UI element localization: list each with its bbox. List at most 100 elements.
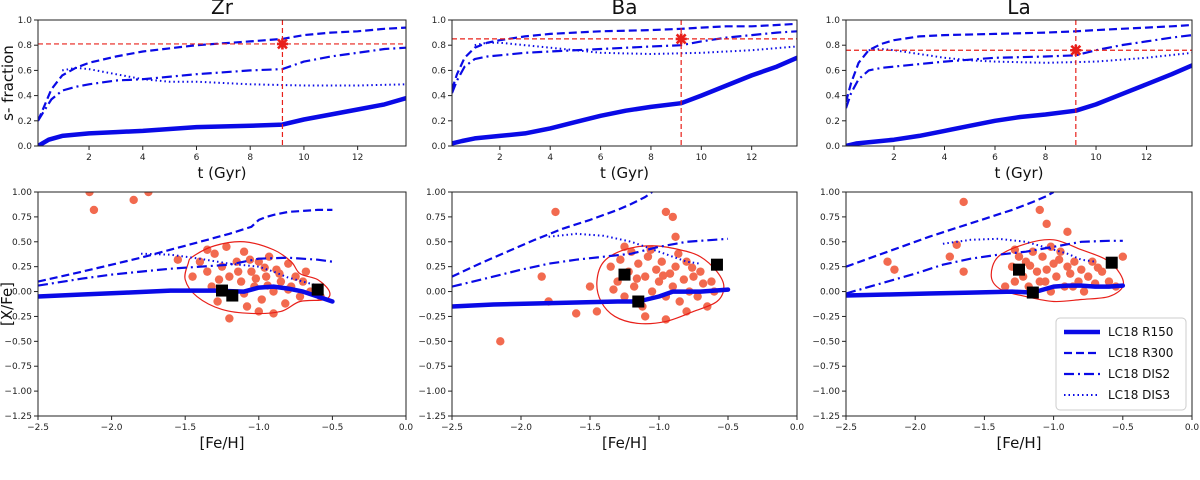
legend-label: LC18 DIS3: [1108, 388, 1170, 402]
x-tick-label: −1.0: [1043, 423, 1065, 433]
highlight-square: [311, 283, 324, 296]
x-tick-label: 0.0: [1185, 423, 1200, 433]
observation-point: [632, 274, 642, 283]
observation-point: [657, 257, 666, 266]
observation-point: [1118, 252, 1128, 261]
observation-point: [213, 297, 222, 306]
observation-point: [592, 307, 602, 316]
observation-point: [661, 207, 671, 217]
y-tick-label: −0.25: [4, 312, 32, 322]
observation-point: [257, 295, 266, 304]
series-lc18-dis3: [62, 66, 406, 87]
y-tick-label: 1.0: [18, 16, 33, 26]
observation-point: [236, 277, 246, 286]
sfraction-panel-la: La 2 4 6 8 10 12 0.0 0.2 0.4 0.6 0.8 1.0 t (Gyr): [826, 0, 1193, 182]
observation-point: [1010, 245, 1020, 254]
observation-point: [1084, 272, 1093, 281]
x-axis-label: t (Gyr): [994, 164, 1043, 182]
y-tick-label: 0.75: [820, 213, 840, 223]
x-tick-label: 8: [648, 153, 654, 163]
observation-point: [233, 267, 243, 276]
observation-point: [85, 192, 94, 197]
series-lc18-dis2: [452, 30, 797, 94]
highlight-square: [618, 268, 631, 281]
highlight-square: [1105, 256, 1118, 269]
observation-point: [496, 337, 505, 346]
density-contour: [596, 245, 725, 325]
observation-point: [572, 309, 581, 318]
observation-point: [1042, 265, 1051, 274]
y-tick-label: 0.50: [820, 238, 840, 248]
observation-point: [952, 240, 961, 249]
x-tick-label: −1.0: [648, 423, 670, 433]
y-tick-label: 0.25: [426, 263, 446, 273]
y-tick-label: 0.6: [18, 66, 33, 76]
observation-point: [959, 197, 968, 207]
observation-point: [682, 257, 691, 266]
x-tick-label: 6: [194, 153, 200, 163]
y-tick-label: −0.50: [418, 337, 446, 347]
y-tick-label: 0.4: [18, 92, 33, 102]
x-axis-label: t (Gyr): [600, 164, 649, 182]
observation-point: [144, 192, 153, 197]
observation-point: [1054, 255, 1064, 264]
highlight-square: [710, 258, 723, 271]
x-tick-label: 10: [696, 153, 708, 163]
x-tick-label: 12: [352, 153, 363, 163]
observation-point: [671, 262, 680, 271]
x-tick-label: 4: [547, 153, 553, 163]
y-tick-label: −0.25: [812, 312, 840, 322]
x-tick-label: 4: [942, 153, 948, 163]
x-tick-label: 12: [1141, 153, 1152, 163]
x-tick-label: −2.5: [835, 423, 857, 433]
x-tick-label: 6: [992, 153, 998, 163]
series-lc18-r150: [846, 283, 1126, 298]
observation-point: [609, 285, 618, 294]
legend-frame: [1055, 317, 1187, 411]
observation-point: [284, 259, 293, 268]
x-tick-label: 10: [298, 153, 310, 163]
plot-area: [38, 20, 406, 146]
y-tick-label: 0.00: [426, 288, 446, 298]
series-lc18-r150: [38, 284, 335, 304]
observation-point: [945, 252, 954, 261]
series-lc18-dis2: [452, 237, 729, 288]
y-tick-label: 0.2: [826, 117, 840, 127]
observation-point: [1014, 252, 1024, 261]
series-lc18-dis2: [846, 239, 1123, 295]
observation-point: [1035, 205, 1044, 215]
y-tick-label: 0.2: [18, 117, 32, 127]
observation-point: [298, 277, 308, 286]
x-tick-label: −0.5: [1112, 423, 1134, 433]
y-tick-label: 0.75: [12, 213, 32, 223]
y-tick-label: 0.2: [432, 117, 446, 127]
reference-marker: [1070, 44, 1082, 56]
highlight-square: [1013, 263, 1025, 276]
observation-point: [665, 269, 675, 278]
observation-point: [195, 257, 205, 266]
observation-point: [1077, 265, 1086, 274]
y-tick-label: 0.50: [426, 238, 446, 248]
observation-point: [1104, 277, 1114, 286]
x-tick-label: 8: [1043, 153, 1049, 163]
x-tick-label: −1.5: [973, 423, 995, 433]
observation-point: [1063, 262, 1072, 271]
y-tick-label: 0.0: [18, 142, 33, 152]
x-axis-label: [Fe/H]: [996, 434, 1041, 452]
x-tick-label: −1.5: [579, 423, 601, 433]
y-tick-label: 0.4: [432, 92, 447, 102]
observation-point: [173, 255, 183, 264]
y-tick-label: 0.8: [18, 41, 33, 51]
series-lc18-r300: [38, 26, 406, 122]
observation-point: [606, 262, 615, 271]
x-tick-label: 10: [1090, 153, 1102, 163]
observation-point: [1063, 227, 1072, 237]
x-tick-label: −1.5: [174, 423, 196, 433]
observation-point: [1052, 272, 1061, 281]
observation-point: [679, 275, 689, 284]
observation-point: [210, 249, 219, 258]
observation-point: [1010, 277, 1020, 286]
y-tick-label: 0.50: [12, 238, 32, 248]
axes-frame: [37, 191, 407, 417]
